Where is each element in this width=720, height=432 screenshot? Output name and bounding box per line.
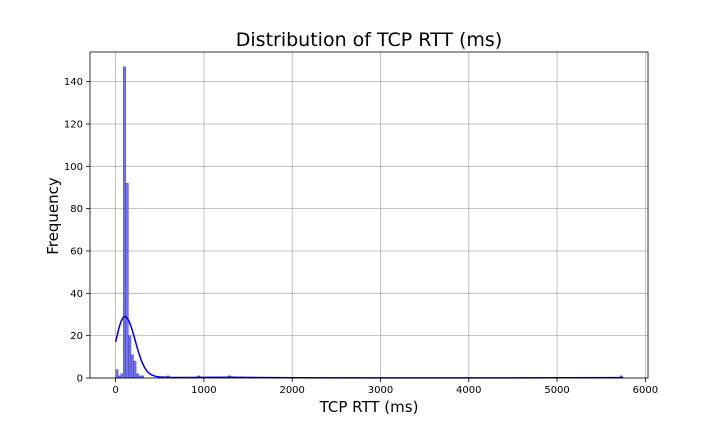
kde-curve	[114, 315, 624, 379]
histogram-bar	[135, 373, 139, 379]
x-tick-label: 1000	[191, 385, 216, 396]
y-tick-label: 120	[64, 119, 83, 130]
x-tick-label: 6000	[633, 385, 658, 396]
y-tick-label: 0	[77, 374, 83, 385]
y-tick-label: 100	[64, 162, 83, 173]
histogram-bar	[128, 335, 132, 379]
grid-lines	[90, 52, 648, 379]
x-tick-label: 2000	[279, 385, 304, 396]
x-tick-label: 4000	[456, 385, 481, 396]
x-axis-label: TCP RTT (ms)	[319, 398, 419, 416]
histogram-bar	[115, 369, 119, 379]
histogram-bar	[120, 373, 124, 379]
y-tick-label: 140	[64, 77, 83, 88]
axis-ticks: 0 1000 2000 3000 4000 5000 6000 0 20 40 60 80 100 120…	[64, 77, 658, 396]
plot-frame	[89, 51, 649, 379]
x-tick-label: 5000	[544, 385, 569, 396]
y-axis-label: Frequency	[44, 177, 62, 255]
y-tick-label: 20	[70, 331, 83, 342]
chart-title: Distribution of TCP RTT (ms)	[236, 29, 502, 51]
histogram-bar	[130, 354, 134, 379]
histogram-bar	[133, 360, 137, 379]
histogram-bar	[125, 183, 129, 379]
y-tick-label: 80	[70, 204, 83, 215]
x-tick-label: 3000	[368, 385, 393, 396]
histogram-bars	[115, 66, 623, 379]
histogram-bar	[123, 66, 127, 379]
y-tick-label: 60	[70, 246, 83, 257]
x-tick-label: 0	[112, 385, 118, 396]
y-tick-label: 40	[70, 289, 83, 300]
